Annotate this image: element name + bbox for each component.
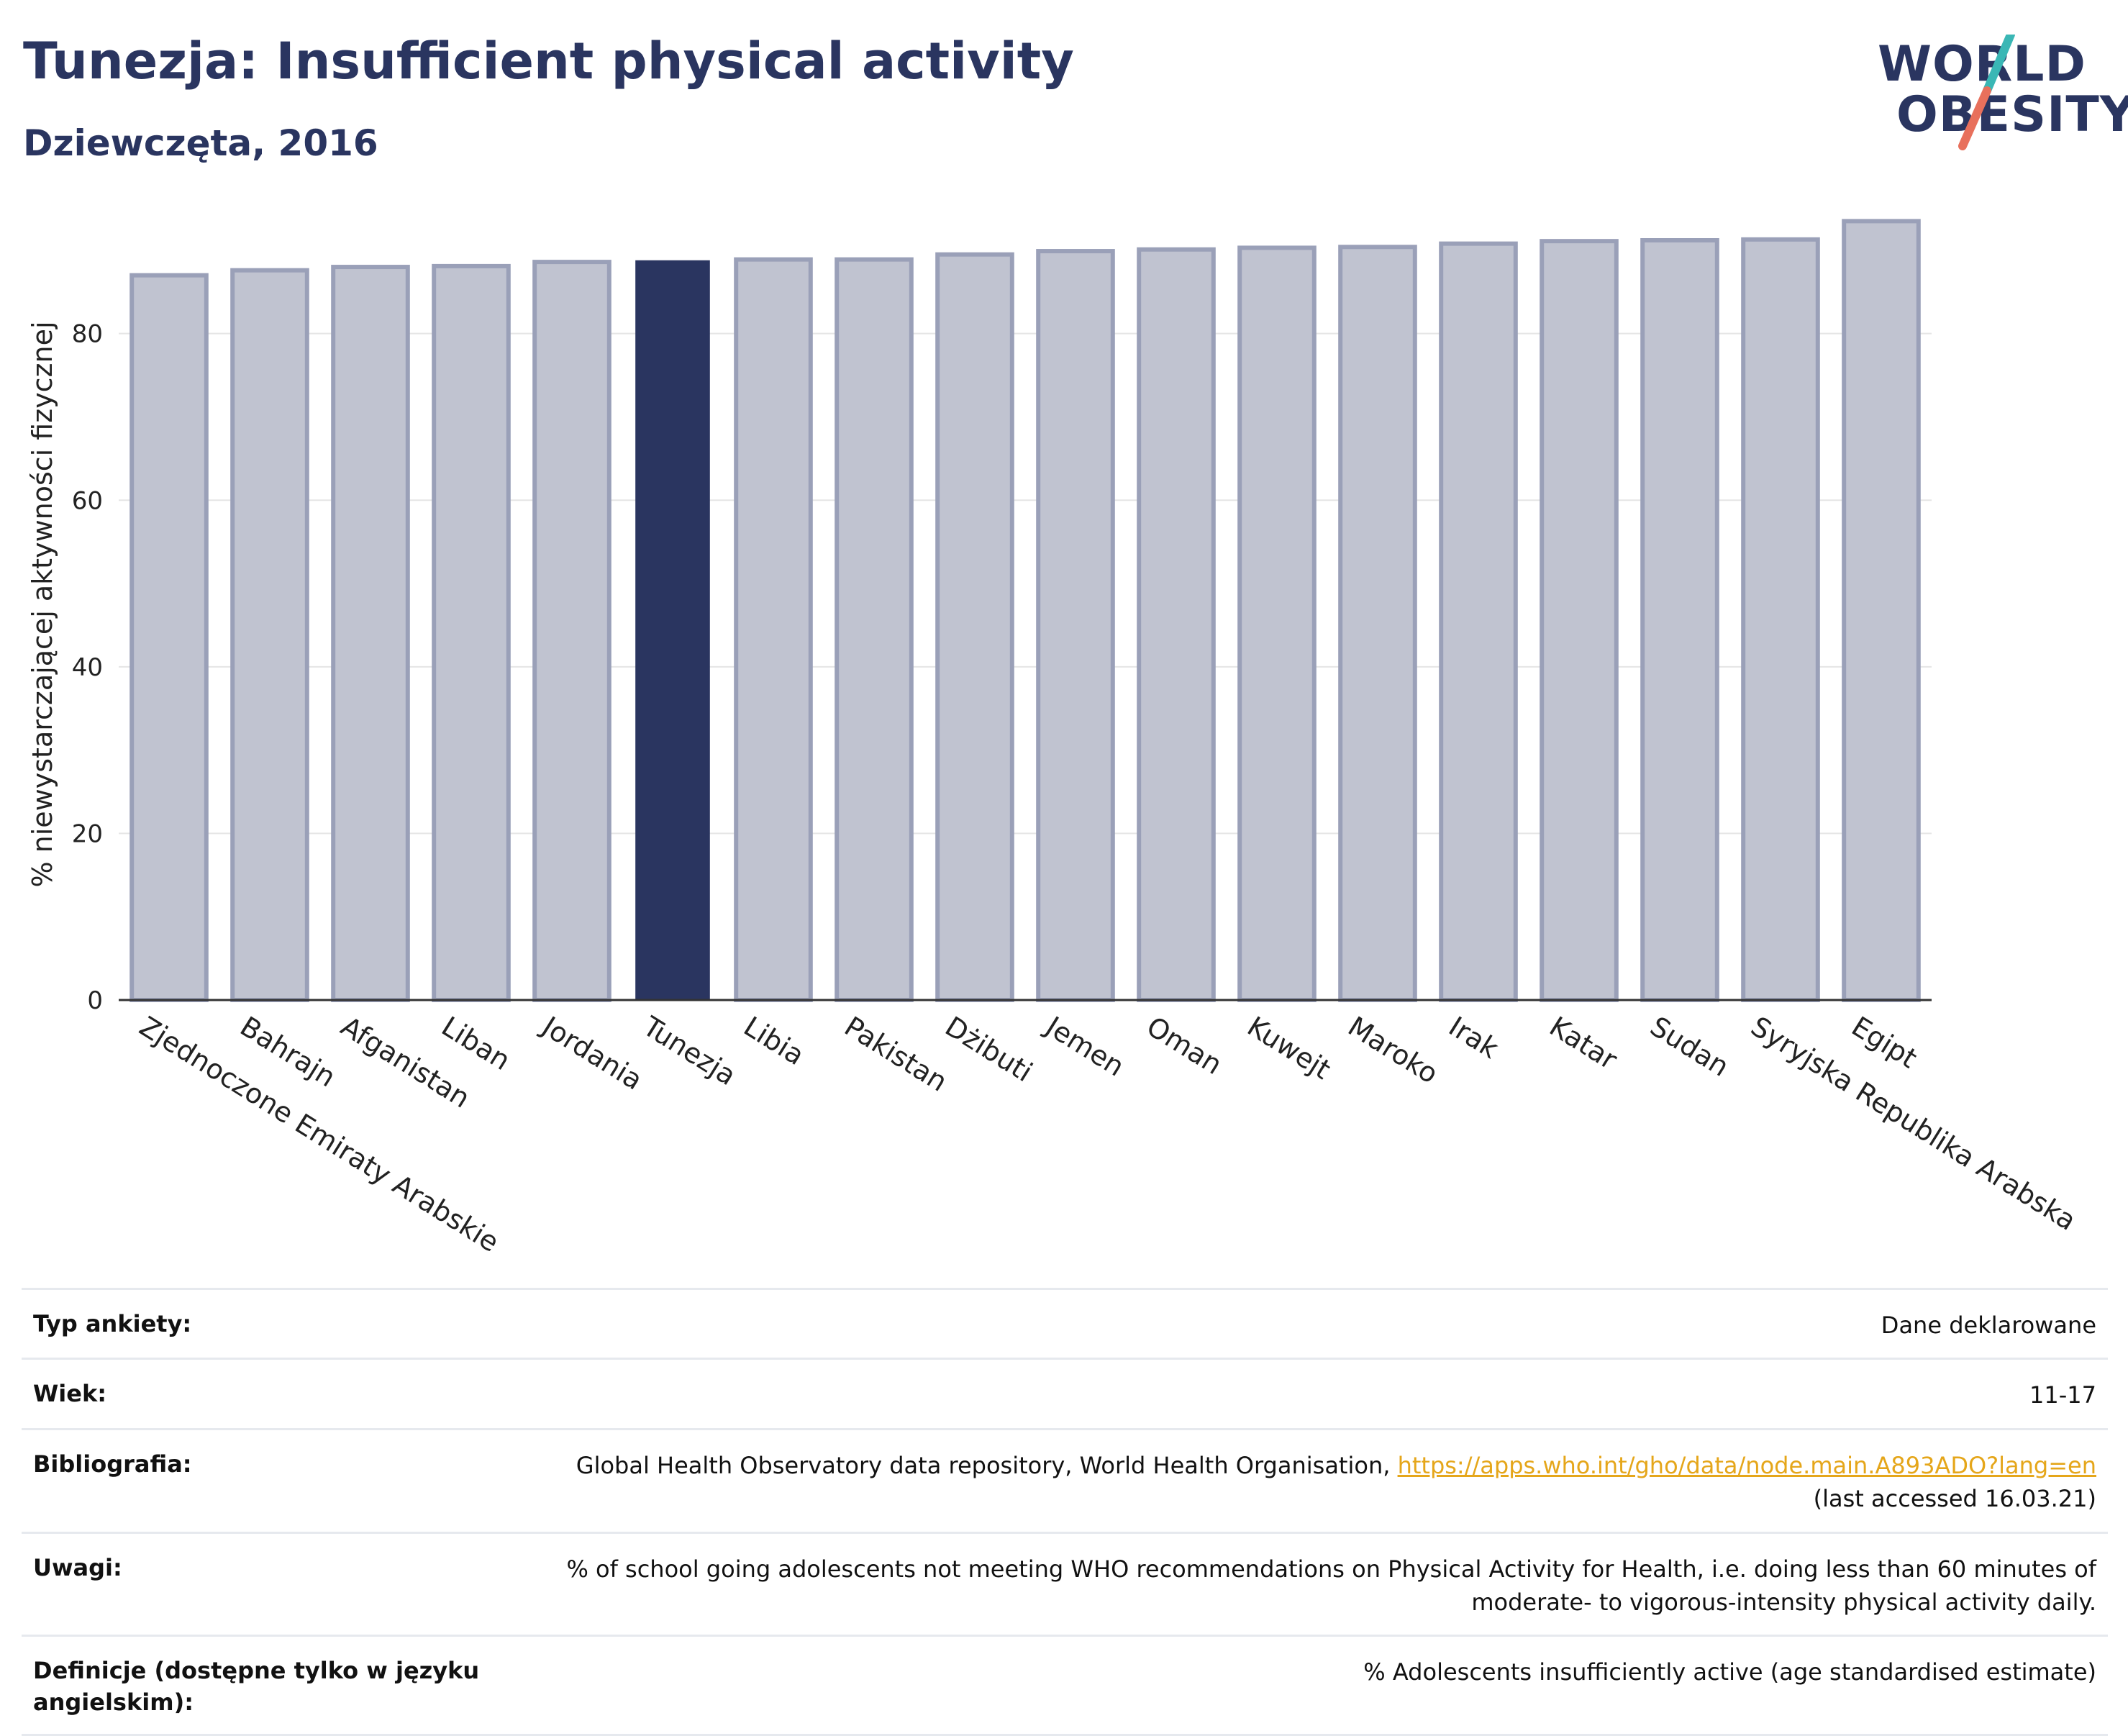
bibliography-accessed: (last accessed 16.03.21) — [1813, 1485, 2096, 1513]
meta-label: Definicje (dostępne tylko w języku angie… — [33, 1657, 480, 1716]
x-tick-label: Irak — [1443, 1010, 1504, 1065]
meta-row-notes: Uwagi: % of school going adolescents not… — [22, 1531, 2108, 1635]
meta-value: % Adolescents insufficiently active (age… — [1363, 1658, 2096, 1686]
notes-line-1: % of school going adolescents not meetin… — [566, 1555, 2096, 1583]
bar — [935, 252, 1014, 1003]
bibliography-link[interactable]: https://apps.who.int/gho/data/node.main.… — [1397, 1451, 2096, 1479]
meta-value: Dane deklarowane — [1881, 1312, 2096, 1339]
bar — [835, 257, 914, 1002]
metadata-table: Typ ankiety: Dane deklarowane Wiek: 11-1… — [22, 1288, 2108, 1736]
y-tick-label: 0 — [87, 986, 103, 1015]
bar — [1036, 249, 1115, 1003]
x-tick-label: Tunezja — [637, 1010, 741, 1092]
page-subtitle: Dziewczęta, 2016 — [23, 122, 378, 164]
y-tick-label: 40 — [72, 653, 103, 682]
x-tick-label: Kuwejt — [1242, 1010, 1336, 1086]
meta-row-definitions: Definicje (dostępne tylko w języku angie… — [22, 1635, 2108, 1736]
y-axis-label: % niewystarczającej aktywności fizycznej — [27, 321, 58, 887]
x-tick-label: Zjednoczone Emiraty Arabskie — [134, 1010, 504, 1252]
y-tick-label: 60 — [72, 486, 103, 515]
x-tick-label: Maroko — [1342, 1010, 1443, 1089]
meta-label: Typ ankiety: — [33, 1310, 192, 1337]
meta-value: 11-17 — [2029, 1381, 2096, 1409]
meta-label: Uwagi: — [33, 1553, 122, 1581]
bar — [129, 273, 209, 1002]
x-tick-label: Jordania — [536, 1009, 648, 1096]
bar — [432, 263, 511, 1003]
x-tick-label: Dżibuti — [940, 1010, 1037, 1088]
bar — [1741, 237, 1820, 1002]
x-tick-label: Katar — [1544, 1010, 1623, 1076]
bar — [1137, 247, 1216, 1003]
logo-slash-icon — [1958, 35, 2015, 150]
x-tick-label: Pakistan — [839, 1010, 952, 1098]
bar — [635, 260, 710, 1000]
bar — [1640, 238, 1719, 1002]
y-tick-label: 80 — [72, 320, 103, 349]
bar — [331, 265, 410, 1003]
bar — [1338, 245, 1417, 1002]
logo-line-2: OBESITY — [1896, 86, 2128, 143]
meta-label: Wiek: — [33, 1380, 107, 1408]
x-tick-label: Oman — [1141, 1010, 1227, 1081]
bar — [230, 268, 309, 1003]
x-tick-label: Libia — [738, 1010, 809, 1071]
y-tick-label: 20 — [72, 819, 103, 848]
bar — [1439, 241, 1518, 1002]
bar — [532, 260, 611, 1003]
meta-value: % of school going adolescents not meetin… — [494, 1553, 2096, 1619]
bar — [1540, 239, 1619, 1003]
logo-line-1: WORLD — [1878, 36, 2086, 93]
bar — [1842, 219, 1921, 1003]
meta-row-survey-type: Typ ankiety: Dane deklarowane — [22, 1288, 2108, 1358]
bar — [734, 257, 813, 1002]
x-tick-label: Egipt — [1846, 1010, 1922, 1074]
meta-value: Global Health Observatory data repositor… — [494, 1449, 2096, 1516]
world-obesity-logo: WORLD OBESITY — [1878, 35, 2128, 157]
meta-row-age: Wiek: 11-17 — [22, 1358, 2108, 1427]
meta-label: Bibliografia: — [33, 1450, 192, 1478]
x-tick-label: Sudan — [1645, 1010, 1734, 1083]
x-tick-label: Liban — [436, 1010, 516, 1076]
bar-chart: 0 20 40 60 80 % niewystarczającej aktywności … — [27, 219, 2081, 1252]
page-title: Tunezja: Insufficient physical activity — [23, 32, 1074, 91]
notes-line-2: moderate- to vigorous-intensity physical… — [1471, 1588, 2096, 1616]
bar — [1237, 245, 1317, 1003]
bibliography-text: Global Health Observatory data repositor… — [576, 1451, 1398, 1479]
meta-row-bibliography: Bibliografia: Global Health Observatory … — [22, 1427, 2108, 1532]
x-tick-label: Jemen — [1040, 1009, 1130, 1082]
